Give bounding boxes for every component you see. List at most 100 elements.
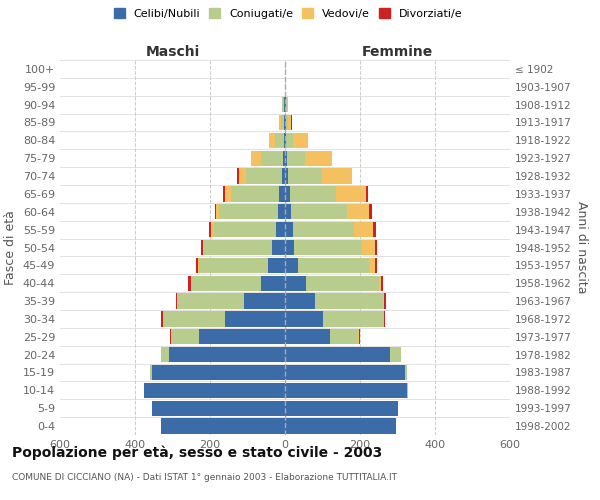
Bar [247, 168, 282, 184]
Bar [285, 115, 286, 130]
Bar [163, 312, 225, 326]
Bar [176, 294, 178, 308]
Bar [330, 329, 358, 344]
Bar [169, 347, 285, 362]
Bar [283, 97, 284, 112]
Text: Maschi: Maschi [145, 45, 200, 59]
Bar [285, 400, 398, 416]
Bar [285, 204, 290, 220]
Bar [285, 365, 405, 380]
Bar [285, 329, 330, 344]
Bar [152, 365, 285, 380]
Bar [237, 168, 239, 184]
Bar [285, 133, 286, 148]
Bar [215, 204, 220, 220]
Bar [375, 258, 377, 273]
Bar [145, 383, 285, 398]
Bar [285, 258, 298, 273]
Bar [287, 150, 305, 166]
Bar [362, 240, 375, 255]
Bar [380, 276, 383, 291]
Bar [225, 312, 285, 326]
Bar [284, 97, 285, 112]
Bar [293, 222, 355, 237]
Bar [277, 204, 285, 220]
Y-axis label: Anni di nascita: Anni di nascita [575, 201, 588, 294]
Bar [315, 294, 383, 308]
Bar [225, 186, 230, 202]
Bar [285, 294, 315, 308]
Bar [370, 204, 373, 220]
Bar [275, 133, 284, 148]
Text: Popolazione per età, sesso e stato civile - 2003: Popolazione per età, sesso e stato civil… [12, 446, 382, 460]
Bar [187, 276, 191, 291]
Bar [287, 115, 292, 130]
Bar [143, 383, 145, 398]
Bar [199, 329, 285, 344]
Bar [211, 222, 214, 237]
Bar [285, 97, 286, 112]
Bar [197, 258, 199, 273]
Bar [281, 115, 284, 130]
Text: COMUNE DI CICCIANO (NA) - Dati ISTAT 1° gennaio 2003 - Elaborazione TUTTITALIA.I: COMUNE DI CICCIANO (NA) - Dati ISTAT 1° … [12, 473, 397, 482]
Bar [286, 115, 287, 130]
Bar [220, 204, 277, 220]
Bar [337, 186, 367, 202]
Bar [285, 168, 288, 184]
Bar [285, 418, 395, 434]
Bar [285, 312, 323, 326]
Bar [285, 150, 287, 166]
Bar [285, 347, 390, 362]
Bar [209, 222, 211, 237]
Bar [405, 365, 407, 380]
Bar [203, 240, 205, 255]
Bar [322, 168, 352, 184]
Bar [284, 133, 285, 148]
Bar [283, 150, 285, 166]
Bar [214, 222, 275, 237]
Bar [290, 186, 337, 202]
Bar [161, 312, 163, 326]
Bar [286, 97, 287, 112]
Bar [161, 347, 169, 362]
Bar [281, 97, 283, 112]
Bar [323, 312, 385, 326]
Bar [260, 150, 283, 166]
Bar [223, 186, 225, 202]
Bar [152, 400, 285, 416]
Bar [373, 222, 376, 237]
Bar [298, 258, 370, 273]
Bar [170, 329, 199, 344]
Bar [347, 204, 370, 220]
Bar [191, 276, 260, 291]
Bar [290, 204, 347, 220]
Text: Femmine: Femmine [362, 45, 433, 59]
Legend: Celibi/Nubili, Coniugati/e, Vedovi/e, Divorziati/e: Celibi/Nubili, Coniugati/e, Vedovi/e, Di… [113, 8, 463, 19]
Bar [275, 222, 285, 237]
Bar [390, 347, 401, 362]
Bar [305, 150, 331, 166]
Bar [150, 365, 152, 380]
Bar [239, 168, 247, 184]
Bar [269, 133, 275, 148]
Bar [355, 222, 373, 237]
Bar [280, 186, 285, 202]
Bar [285, 240, 295, 255]
Bar [268, 258, 285, 273]
Bar [383, 294, 385, 308]
Bar [285, 186, 290, 202]
Bar [205, 240, 272, 255]
Bar [285, 383, 407, 398]
Bar [379, 276, 380, 291]
Bar [305, 276, 379, 291]
Bar [200, 240, 203, 255]
Bar [284, 115, 285, 130]
Bar [285, 276, 305, 291]
Y-axis label: Fasce di età: Fasce di età [4, 210, 17, 285]
Bar [279, 115, 281, 130]
Bar [196, 258, 197, 273]
Bar [295, 240, 362, 255]
Bar [161, 418, 285, 434]
Bar [385, 294, 386, 308]
Bar [244, 294, 285, 308]
